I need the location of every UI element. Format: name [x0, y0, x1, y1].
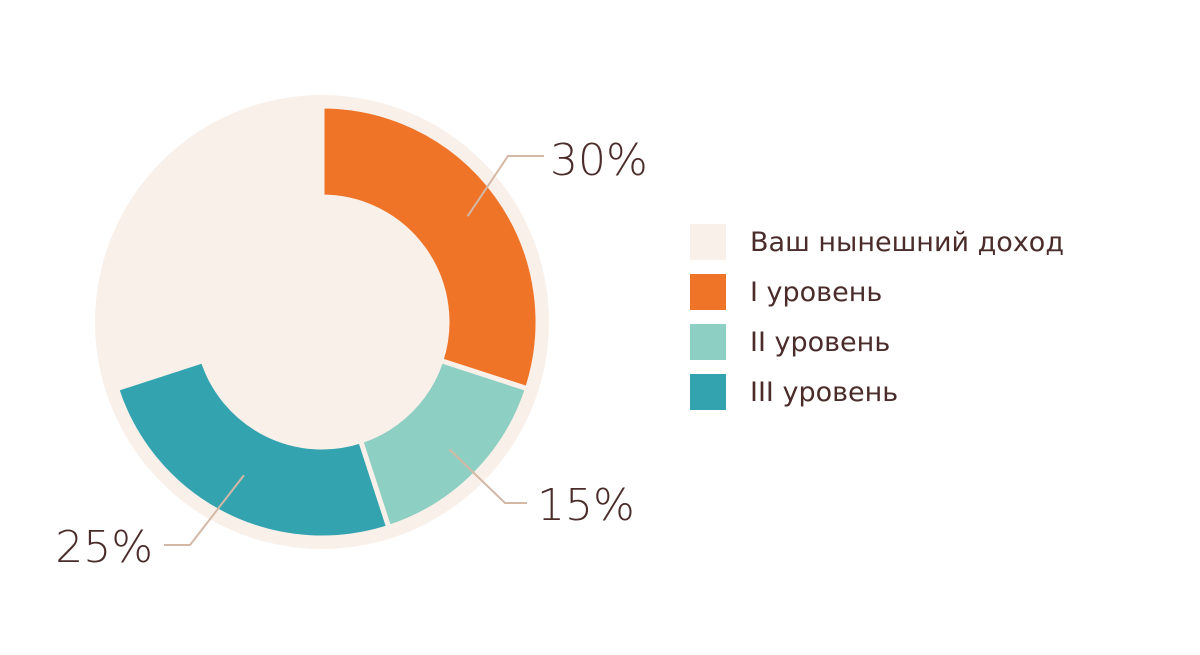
legend-swatch	[690, 374, 726, 410]
leader-line	[448, 448, 527, 504]
slice-label-level-3: 25%	[55, 522, 153, 573]
leader-line	[164, 474, 245, 546]
legend-swatch	[690, 274, 726, 310]
slice-label-level-1: 30%	[550, 135, 648, 186]
legend-item-level-1: I уровень	[690, 267, 1064, 317]
legend-item-level-2: II уровень	[690, 317, 1064, 367]
legend-label: II уровень	[750, 326, 891, 358]
slice-label-level-2: 15%	[537, 480, 635, 531]
center-hole	[197, 197, 447, 447]
legend-label: III уровень	[750, 376, 899, 408]
legend-label: Ваш нынешний доход	[750, 226, 1064, 258]
leader-line	[466, 155, 544, 217]
legend: Ваш нынешний доход I уровень II уровень …	[690, 217, 1064, 417]
legend-swatch	[690, 324, 726, 360]
legend-item-current-income: Ваш нынешний доход	[690, 217, 1064, 267]
legend-item-level-3: III уровень	[690, 367, 1064, 417]
legend-swatch	[690, 224, 726, 260]
legend-label: I уровень	[750, 276, 883, 308]
